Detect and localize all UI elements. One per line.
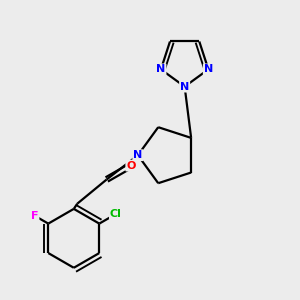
Text: N: N xyxy=(180,82,189,92)
Text: N: N xyxy=(204,64,213,74)
Text: N: N xyxy=(133,150,142,160)
Text: Cl: Cl xyxy=(110,209,122,219)
Text: F: F xyxy=(31,211,38,221)
Text: O: O xyxy=(126,160,136,171)
Text: N: N xyxy=(156,64,166,74)
